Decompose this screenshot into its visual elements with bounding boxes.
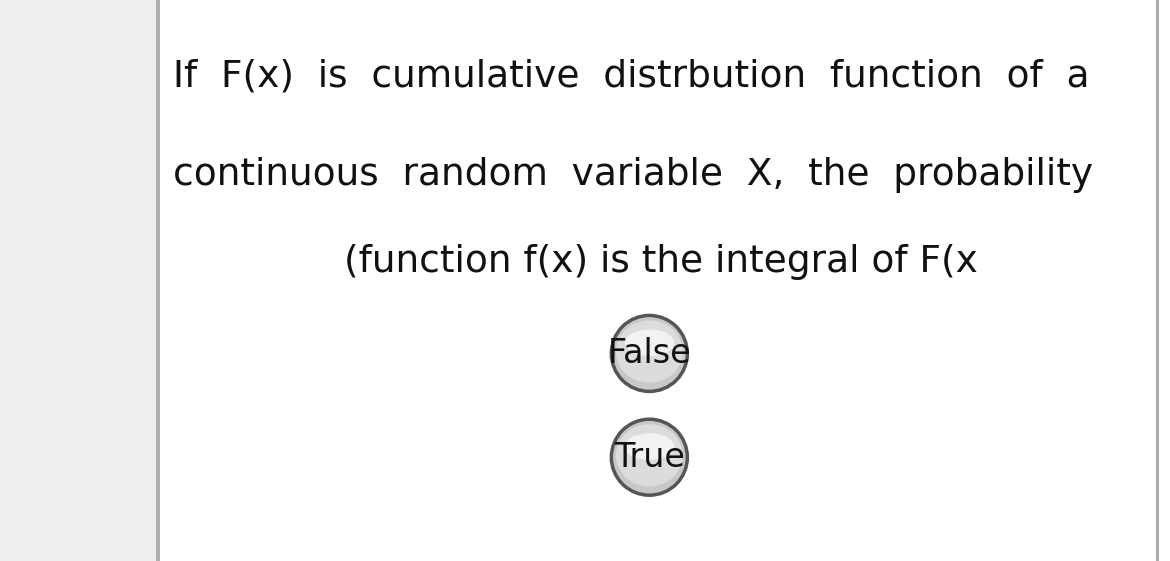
Ellipse shape xyxy=(615,424,683,486)
Ellipse shape xyxy=(615,320,683,383)
Text: If  F(x)  is  cumulative  distrbution  function  of  a: If F(x) is cumulative distrbution functi… xyxy=(173,59,1089,95)
FancyBboxPatch shape xyxy=(1156,0,1159,561)
Ellipse shape xyxy=(625,433,674,460)
Ellipse shape xyxy=(625,329,674,356)
Ellipse shape xyxy=(612,419,687,495)
Text: False: False xyxy=(607,337,691,370)
Text: True: True xyxy=(614,441,684,473)
FancyBboxPatch shape xyxy=(0,0,158,561)
Text: (function f(x) is the integral of F(x: (function f(x) is the integral of F(x xyxy=(344,244,978,280)
Ellipse shape xyxy=(612,315,687,392)
FancyBboxPatch shape xyxy=(156,0,160,561)
Ellipse shape xyxy=(610,347,689,366)
Ellipse shape xyxy=(610,450,689,470)
Text: continuous  random  variable  X,  the  probability: continuous random variable X, the probab… xyxy=(173,157,1093,193)
